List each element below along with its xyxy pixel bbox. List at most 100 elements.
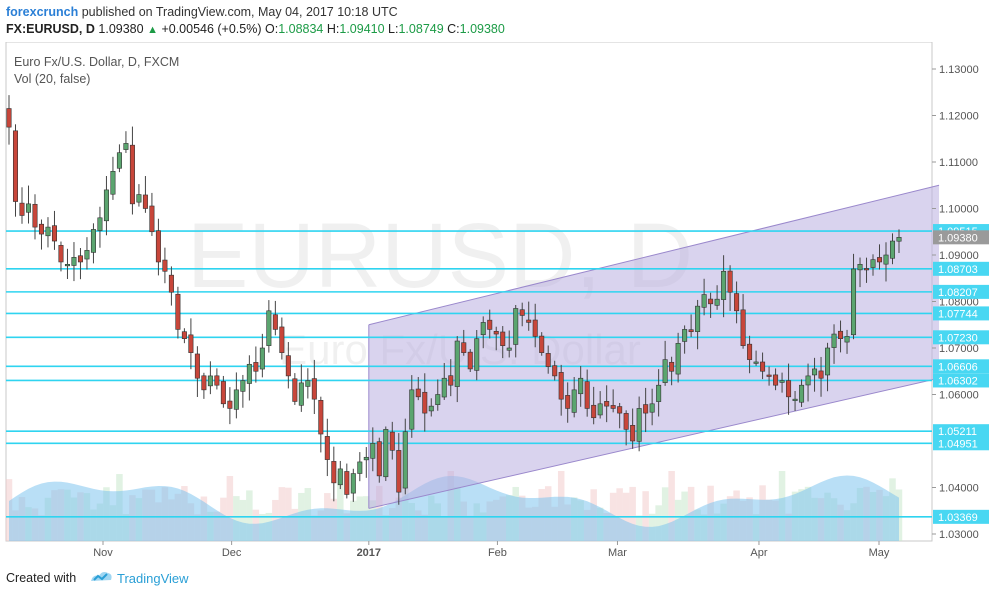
candle-body: [298, 382, 304, 406]
candle-body: [441, 377, 447, 398]
low-value: 1.08749: [398, 22, 444, 36]
candle-body: [259, 347, 265, 370]
candle-body: [175, 293, 181, 330]
candle-body: [266, 310, 272, 346]
candle-body: [123, 143, 129, 150]
y-tick-label: 1.10000: [939, 204, 979, 216]
candle-body: [448, 375, 454, 386]
candle-body: [682, 329, 688, 342]
high-label: H:: [326, 22, 340, 36]
volume-bar: [655, 505, 662, 541]
tradingview-link[interactable]: TradingView: [117, 571, 189, 586]
candle-body: [207, 375, 213, 387]
level-badge-label: 1.04951: [938, 438, 978, 450]
candle-body: [129, 144, 135, 205]
candle-body: [142, 194, 148, 209]
candle-body: [370, 443, 376, 459]
candle-body: [740, 309, 746, 346]
volume-bar: [246, 490, 253, 541]
candle-body: [506, 347, 512, 351]
x-tick-label: Dec: [222, 547, 242, 559]
candle-body: [597, 403, 603, 416]
candle-body: [246, 363, 252, 384]
candle-body: [435, 394, 441, 405]
candle-body: [45, 226, 51, 237]
last-price: 1.09380: [98, 22, 144, 36]
candle-body: [110, 171, 116, 195]
candle-body: [565, 395, 571, 409]
candle-body: [350, 473, 356, 494]
candle-body: [779, 380, 785, 383]
candle-body: [19, 202, 25, 216]
level-badge-label: 1.07230: [938, 332, 978, 344]
y-tick-label: 1.09000: [939, 250, 979, 262]
author-link[interactable]: forexcrunch: [6, 5, 79, 19]
volume-bar: [668, 471, 675, 541]
close-label: C:: [447, 22, 460, 36]
channel-upper-line: [368, 184, 940, 326]
candle-body: [357, 461, 363, 474]
candle-body: [201, 375, 207, 391]
price-axis[interactable]: 1.13000 1.12000 1.11000 1.10000 1.09000 1.080…: [932, 64, 989, 541]
candle-body: [643, 404, 649, 414]
volume-indicator-label: Vol (20, false): [14, 72, 90, 86]
candle-body: [240, 380, 246, 392]
candle-body: [838, 330, 844, 339]
created-with-label: Created with: [6, 571, 77, 585]
candle-body: [571, 389, 577, 413]
time-axis[interactable]: Nov Dec 2017 Feb Mar Apr May: [93, 541, 890, 559]
y-tick-label: 1.13000: [939, 64, 979, 76]
candle-body: [71, 257, 77, 266]
candle-body: [766, 374, 772, 377]
candle-body: [227, 400, 233, 409]
level-badge: [933, 424, 989, 439]
candle-body: [389, 431, 395, 451]
open-value: 1.08834: [278, 22, 324, 36]
ohlc-line: FX:EURUSD, D 1.09380 ▲ +0.00546 (+0.5%) …: [6, 22, 505, 36]
candle-body: [831, 333, 837, 348]
publish-info: published on TradingView.com, May 04, 20…: [81, 5, 398, 19]
volume-bar: [239, 499, 247, 541]
level-badge-label: 1.06302: [938, 375, 978, 387]
candle-body: [493, 330, 499, 335]
up-arrow-icon: ▲: [147, 24, 158, 36]
candle-body: [467, 351, 473, 370]
candle-body: [883, 254, 889, 265]
candle-body: [90, 229, 96, 253]
volume-bar: [337, 471, 344, 541]
candle-body: [812, 368, 818, 376]
candle-body: [675, 343, 681, 375]
candle-body: [799, 384, 805, 403]
y-tick-label: 1.06000: [939, 390, 979, 402]
candle-body: [188, 334, 194, 353]
candle-body: [760, 361, 766, 372]
candle-body: [896, 237, 902, 242]
candle-body: [454, 340, 460, 387]
candle-body: [64, 264, 70, 267]
candle-body: [194, 353, 200, 379]
candle-body: [773, 374, 779, 386]
candle-body: [617, 406, 623, 414]
open-label: O:: [265, 22, 279, 36]
y-tick-label: 1.12000: [939, 111, 979, 123]
candle-body: [656, 384, 662, 402]
candle-body: [318, 400, 324, 435]
candle-body: [630, 425, 636, 442]
price-chart[interactable]: EURUSD, D Euro Fx/U.S. Dollar 1.130001.1…: [0, 42, 990, 561]
y-tick-label: 1.03000: [939, 529, 979, 541]
candle-body: [786, 380, 792, 398]
candle-body: [396, 450, 402, 493]
candle-body: [688, 329, 694, 333]
candle-body: [409, 389, 415, 430]
volume-bar: [226, 476, 234, 541]
candle-body: [376, 441, 382, 477]
x-tick-label: 2017: [357, 547, 381, 559]
level-badge-label: 1.05211: [938, 426, 977, 438]
level-badge-label: 1.03369: [938, 512, 978, 524]
level-badge-label: 1.07744: [938, 308, 978, 320]
candle-body: [844, 336, 850, 343]
candle-body: [233, 389, 239, 410]
candle-body: [383, 429, 389, 478]
footer: Created with TradingView: [0, 561, 990, 596]
close-value: 1.09380: [459, 22, 505, 36]
